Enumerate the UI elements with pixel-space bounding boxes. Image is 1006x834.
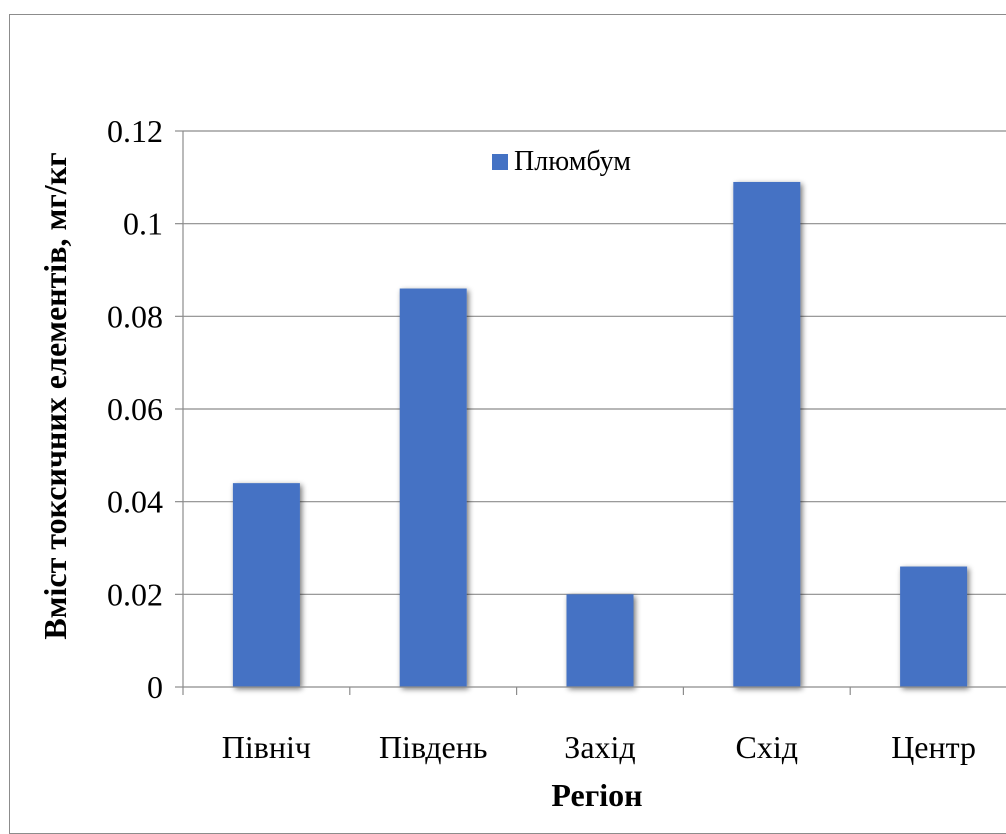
y-tick-label: 0.04 <box>107 484 163 520</box>
x-axis-title: Регіон <box>551 777 642 813</box>
chart-frame <box>9 14 1006 834</box>
bar-3 <box>566 594 634 687</box>
x-tick-label: Захід <box>564 729 635 765</box>
legend-label: Плюмбум <box>514 146 631 177</box>
y-tick-label: 0 <box>147 669 163 705</box>
y-tick-label: 0.1 <box>123 206 163 242</box>
x-tick-label: Північ <box>222 729 311 765</box>
y-tick-label: 0.06 <box>107 391 163 427</box>
bars <box>232 181 968 687</box>
legend: Плюмбум <box>492 146 631 177</box>
x-tick-label: Схід <box>736 729 799 765</box>
bar-5 <box>900 566 968 687</box>
gridlines <box>183 130 1006 595</box>
x-tick-label: Центр <box>891 729 976 765</box>
y-axis-title: Вміст токсичних елементів, мг/кг <box>37 152 73 639</box>
legend-swatch <box>492 154 508 170</box>
x-tick-label: Південь <box>379 729 488 765</box>
bar-1 <box>232 483 300 687</box>
bar-4 <box>733 181 801 687</box>
axes: 0 0.02 0.04 0.06 0.08 0.1 0.12 Північ Південь Зах… <box>107 113 1006 765</box>
bar-2 <box>399 288 467 687</box>
y-tick-label: 0.02 <box>107 576 163 612</box>
y-tick-label: 0.08 <box>107 298 163 334</box>
y-tick-label: 0.12 <box>107 113 163 149</box>
